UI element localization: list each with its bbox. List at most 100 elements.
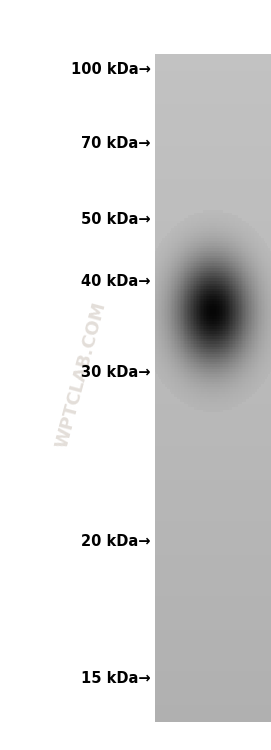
Polygon shape [191,382,193,384]
Polygon shape [262,314,264,316]
Polygon shape [213,349,214,352]
Polygon shape [155,262,271,271]
Polygon shape [206,359,207,362]
Polygon shape [170,230,171,233]
Polygon shape [183,223,184,226]
Polygon shape [220,256,222,258]
Polygon shape [162,382,164,384]
Polygon shape [220,254,222,256]
Polygon shape [207,278,209,281]
Polygon shape [219,397,220,400]
Polygon shape [216,326,217,329]
Polygon shape [209,248,210,250]
Polygon shape [175,238,177,241]
Polygon shape [196,319,197,321]
Polygon shape [227,407,229,410]
Polygon shape [254,238,255,241]
Polygon shape [248,392,249,394]
Polygon shape [235,243,236,246]
Polygon shape [227,296,229,298]
Polygon shape [185,341,187,344]
Polygon shape [188,346,190,349]
Polygon shape [238,276,239,278]
Polygon shape [222,359,223,362]
Polygon shape [238,243,239,246]
Polygon shape [232,271,233,274]
Polygon shape [265,329,267,332]
Polygon shape [270,354,271,356]
Polygon shape [236,402,238,404]
Polygon shape [198,404,200,407]
Polygon shape [262,362,264,364]
Polygon shape [267,263,268,266]
Polygon shape [230,291,232,293]
Polygon shape [268,284,270,286]
Polygon shape [155,54,271,722]
Polygon shape [190,286,191,289]
Polygon shape [207,241,209,243]
Polygon shape [155,238,271,246]
Polygon shape [261,263,262,266]
Polygon shape [254,274,255,276]
Polygon shape [204,400,206,402]
Polygon shape [226,298,227,302]
Polygon shape [248,246,249,248]
Polygon shape [255,281,256,284]
Polygon shape [268,352,270,354]
Polygon shape [209,410,210,412]
Polygon shape [245,258,246,261]
Polygon shape [206,284,207,286]
Polygon shape [249,352,251,354]
Polygon shape [187,372,188,374]
Polygon shape [203,382,204,384]
Polygon shape [239,261,241,263]
Polygon shape [198,394,200,397]
Polygon shape [264,341,265,344]
Polygon shape [219,369,220,372]
Polygon shape [226,359,227,362]
Polygon shape [242,233,243,236]
Polygon shape [265,341,267,344]
Polygon shape [262,306,264,309]
Polygon shape [190,251,191,254]
Polygon shape [184,220,185,223]
Polygon shape [207,271,209,274]
Polygon shape [175,387,177,389]
Polygon shape [200,309,201,311]
Polygon shape [196,316,197,319]
Polygon shape [214,392,216,394]
Polygon shape [181,346,183,349]
Polygon shape [246,341,248,344]
Polygon shape [261,369,262,372]
Polygon shape [223,306,225,309]
Polygon shape [225,384,226,387]
Polygon shape [167,306,168,309]
Polygon shape [246,293,248,296]
Polygon shape [187,248,188,250]
Polygon shape [236,223,238,226]
Polygon shape [206,228,207,230]
Polygon shape [213,291,214,293]
Polygon shape [155,309,156,311]
Polygon shape [256,306,258,309]
Polygon shape [181,256,183,258]
Polygon shape [235,337,236,339]
Polygon shape [254,341,255,344]
Polygon shape [168,362,170,364]
Polygon shape [200,394,201,397]
Polygon shape [164,256,165,258]
Polygon shape [188,367,190,369]
Polygon shape [174,241,175,243]
Polygon shape [243,248,245,250]
Polygon shape [161,356,162,359]
Polygon shape [188,243,190,246]
Polygon shape [227,332,229,334]
Polygon shape [255,233,256,236]
Polygon shape [171,274,172,276]
Polygon shape [190,296,191,298]
Polygon shape [246,309,248,311]
Polygon shape [168,319,170,321]
Polygon shape [185,372,187,374]
Polygon shape [217,286,219,289]
Polygon shape [183,256,184,258]
